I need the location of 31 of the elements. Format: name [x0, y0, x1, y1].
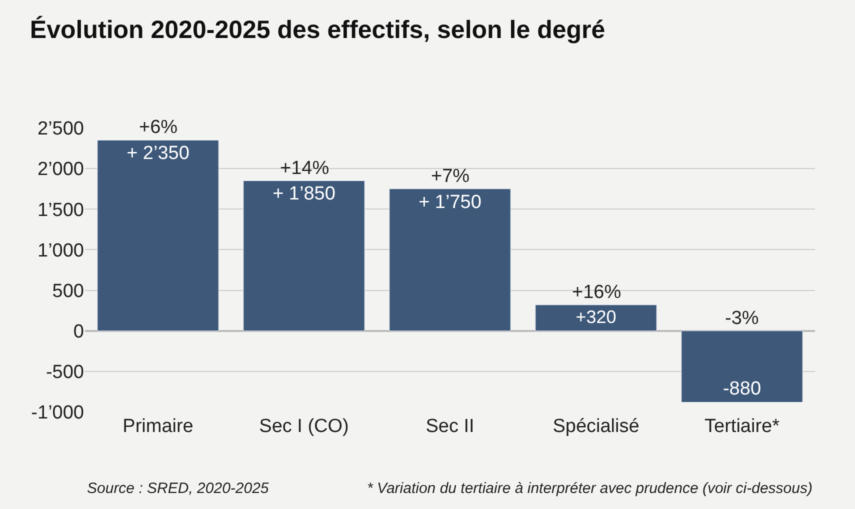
bar: [681, 330, 803, 403]
bar: [243, 180, 365, 332]
y-tick-label: 2’000: [38, 159, 84, 180]
data-label: + 2’350: [126, 143, 190, 164]
data-label: + 1’750: [418, 192, 482, 213]
text: * Variation du tertiaire à interpréter avec prudence (voir ci-dessous): [367, 480, 812, 497]
annotation: +16%: [572, 282, 622, 303]
bar: [97, 140, 219, 332]
annotation: +7%: [431, 166, 470, 187]
data-label: +320: [576, 307, 616, 328]
y-tick-label: 1’000: [38, 240, 84, 262]
data-label: -880: [722, 378, 762, 400]
annotation: +6%: [139, 117, 178, 138]
data-label: + 1’850: [272, 184, 336, 205]
x-tick-label: Spécialisé: [552, 416, 640, 437]
y-tick-label: 1’500: [38, 200, 84, 221]
y-tick-label: 500: [52, 280, 84, 302]
x-tick-label: Sec II: [426, 416, 474, 437]
bar: [535, 304, 657, 332]
chart-title: Évolution 2020-2025 des effectifs, selon le degré: [30, 14, 606, 44]
y-tick-label: 0: [73, 322, 84, 343]
y-tick-label: -1’000: [31, 402, 84, 424]
source-note: Source : SRED, 2020-2025: [87, 480, 270, 497]
x-tick-label: Tertiaire*: [704, 416, 780, 437]
bar: [389, 188, 511, 332]
x-tick-label: Sec I (CO): [259, 416, 349, 437]
y-tick-label: -500: [46, 362, 84, 384]
y-tick-label: 2’500: [38, 118, 84, 140]
annotation: -3%: [725, 308, 759, 329]
x-tick-label: Primaire: [122, 416, 194, 437]
annotation: +14%: [280, 158, 330, 179]
